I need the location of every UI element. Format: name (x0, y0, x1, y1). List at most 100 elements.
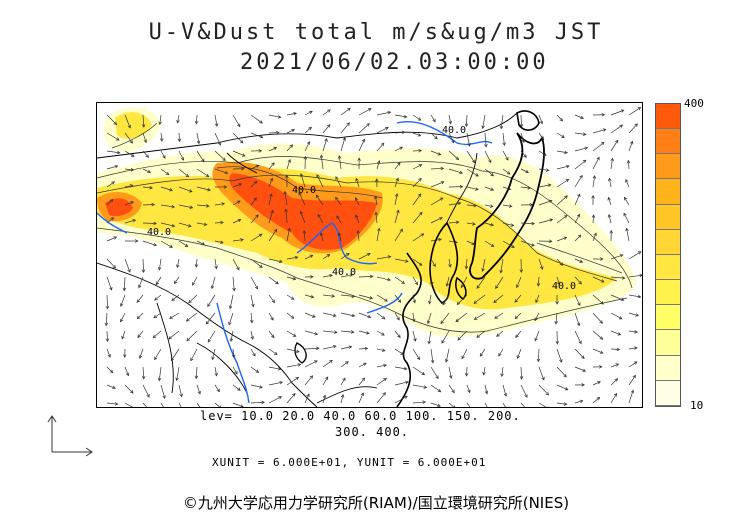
wind-arrow (430, 114, 436, 122)
wind-arrow (574, 234, 582, 242)
wind-arrow (610, 294, 624, 301)
wind-arrow-head (490, 243, 495, 247)
wind-arrow-head (374, 195, 378, 200)
wind-arrow (498, 348, 504, 357)
wind-arrow (358, 312, 371, 318)
wind-arrow-head (251, 303, 255, 308)
wind-arrow-head (412, 318, 416, 323)
wind-arrow (610, 276, 625, 279)
wind-arrow (340, 294, 355, 297)
wind-arrow (340, 394, 344, 404)
wind-arrow-head (361, 377, 366, 382)
wind-arrow-head (369, 274, 374, 279)
wind-arrow (520, 222, 535, 225)
wind-arrow-head (143, 139, 148, 144)
wind-arrow (196, 384, 201, 394)
wind-arrow-head (254, 285, 258, 290)
wind-arrow (574, 193, 581, 206)
wind-arrow (592, 397, 600, 404)
wind-arrow (500, 258, 504, 273)
wind-arrow-head (292, 333, 297, 337)
wind-arrow (160, 150, 166, 159)
wind-arrow-head (169, 188, 173, 192)
wind-arrow-head (232, 287, 236, 292)
wind-arrow (520, 150, 527, 158)
wind-arrow-head (508, 204, 513, 208)
wind-arrow-head (171, 204, 176, 209)
wind-arrow (460, 276, 468, 288)
wind-arrow-head (279, 380, 283, 385)
wind-arrow-head (357, 157, 361, 161)
wind-arrow (455, 312, 468, 322)
wind-arrow-head (600, 279, 605, 283)
wind-arrow-head (455, 220, 460, 225)
wind-arrow-head (361, 138, 366, 143)
wind-arrow (206, 312, 216, 325)
wind-arrow (286, 276, 296, 280)
wind-arrow-head (554, 321, 558, 325)
wind-arrow (335, 197, 342, 206)
wind-arrow-head (287, 159, 291, 163)
wind-arrow-head (475, 187, 479, 191)
wind-arrow-head (536, 358, 541, 363)
wind-arrow (304, 393, 310, 404)
wind-arrow (538, 150, 547, 156)
wind-arrow-head (625, 227, 629, 232)
wind-arrow (556, 215, 568, 224)
wind-arrow (106, 330, 108, 342)
wind-arrow (340, 253, 350, 260)
wind-arrow-head (141, 375, 146, 380)
wind-arrow-head (440, 181, 445, 185)
wind-arrow (304, 347, 319, 350)
wind-arrow (214, 168, 228, 174)
wind-arrow-head (623, 212, 627, 217)
wind-arrow-head (419, 211, 423, 216)
wind-arrow-head (214, 123, 219, 127)
wind-arrow-head (529, 203, 534, 207)
wind-arrow (448, 168, 463, 174)
wind-arrow-head (404, 395, 408, 399)
wind-arrow (178, 222, 192, 227)
wind-arrow (322, 294, 335, 297)
wind-arrow-head (171, 223, 176, 228)
wind-arrow (412, 366, 425, 375)
wind-arrow-head (270, 317, 274, 321)
wind-arrow-head (116, 150, 121, 155)
wind-arrow (412, 164, 422, 170)
wind-arrow-head (467, 143, 471, 147)
wind-arrow (484, 222, 494, 226)
wind-arrow-head (114, 402, 119, 406)
wind-arrow (592, 381, 601, 386)
wind-arrow (556, 276, 560, 285)
wind-arrow-head (416, 356, 421, 361)
wind-arrow (556, 179, 569, 188)
wind-arrow (610, 158, 613, 170)
wind-arrow-head (394, 193, 399, 197)
wind-arrow-head (241, 167, 245, 171)
wind-arrow-head (473, 316, 478, 320)
wind-arrow (412, 132, 421, 137)
copyright-credit: ©九州大学応用力学研究所(RIAM)/国立環境研究所(NIES) (182, 494, 570, 512)
contour-label: 40.0 (147, 227, 171, 238)
wind-arrow (412, 348, 420, 360)
wind-arrow (142, 114, 145, 128)
wind-arrow (304, 375, 313, 386)
wind-arrow-head (293, 112, 297, 116)
wind-arrow (178, 168, 189, 178)
wind-arrow-head (476, 285, 480, 289)
wind-arrow (376, 142, 385, 152)
wind-arrow-head (542, 152, 547, 156)
wind-arrow-head (222, 157, 226, 162)
wind-arrow (160, 240, 173, 248)
wind-arrow-head (437, 403, 441, 407)
wind-arrow-head (499, 269, 503, 274)
wind-arrow-head (194, 375, 199, 380)
wind-arrow-head (615, 139, 619, 144)
wind-arrow-head (147, 169, 151, 173)
wind-arrow (466, 222, 476, 225)
wind-arrow (502, 402, 506, 407)
wind-arrow-head (169, 244, 173, 248)
wind-arrow-head (426, 320, 431, 325)
wind-arrow (608, 197, 612, 206)
wind-arrow-head (317, 213, 321, 218)
